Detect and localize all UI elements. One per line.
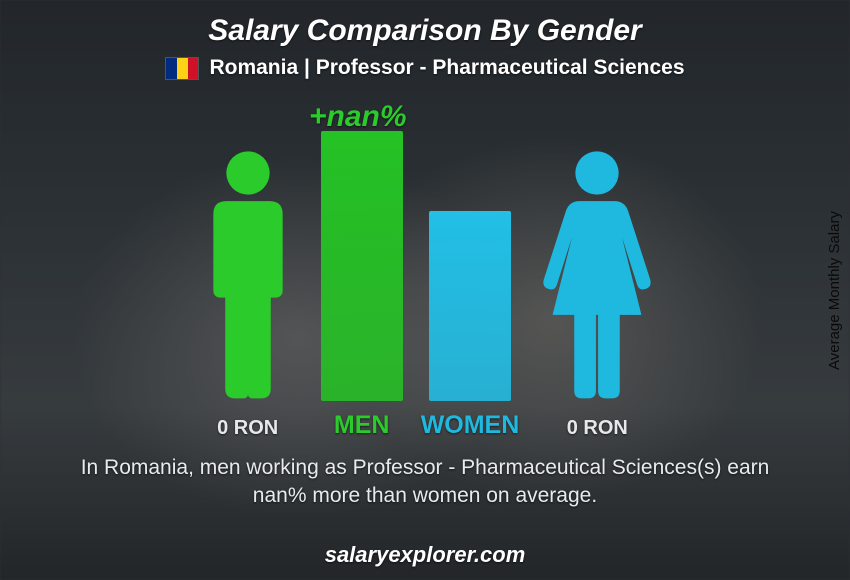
- men-bar: [321, 131, 403, 401]
- flag-stripe-red: [188, 58, 199, 79]
- man-icon: [193, 147, 303, 407]
- women-value-label: 0 RON: [567, 417, 628, 440]
- flag-stripe-blue: [166, 58, 177, 79]
- women-bar-label: WOMEN: [421, 411, 520, 440]
- men-value-label: 0 RON: [217, 417, 278, 440]
- footer-brand: salaryexplorer.com: [0, 542, 850, 568]
- men-icon-column: 0 RON: [193, 147, 303, 440]
- subtitle-country: Romania: [209, 56, 298, 79]
- content-root: Salary Comparison By Gender Romania | Pr…: [0, 0, 850, 580]
- romania-flag-icon: [165, 57, 199, 80]
- men-bar-label: MEN: [334, 411, 390, 440]
- description-text: In Romania, men working as Professor - P…: [80, 454, 770, 511]
- subtitle-separator: |: [298, 56, 316, 79]
- side-label-wrap: Average Monthly Salary: [818, 0, 850, 580]
- subtitle-role: Professor - Pharmaceutical Sciences: [316, 56, 685, 79]
- flag-stripe-yellow: [177, 58, 188, 79]
- page-title: Salary Comparison By Gender: [0, 0, 850, 48]
- men-bar-column: MEN: [321, 131, 403, 440]
- subtitle-row: Romania | Professor - Pharmaceutical Sci…: [0, 56, 850, 80]
- y-axis-label: Average Monthly Salary: [826, 211, 843, 370]
- woman-icon: [537, 147, 657, 407]
- chart-area: 0 RON MEN WOMEN 0 RON: [0, 100, 850, 440]
- subtitle-text: Romania | Professor - Pharmaceutical Sci…: [209, 56, 684, 80]
- women-bar-column: WOMEN: [421, 211, 520, 440]
- women-icon-column: 0 RON: [537, 147, 657, 440]
- women-bar: [429, 211, 511, 401]
